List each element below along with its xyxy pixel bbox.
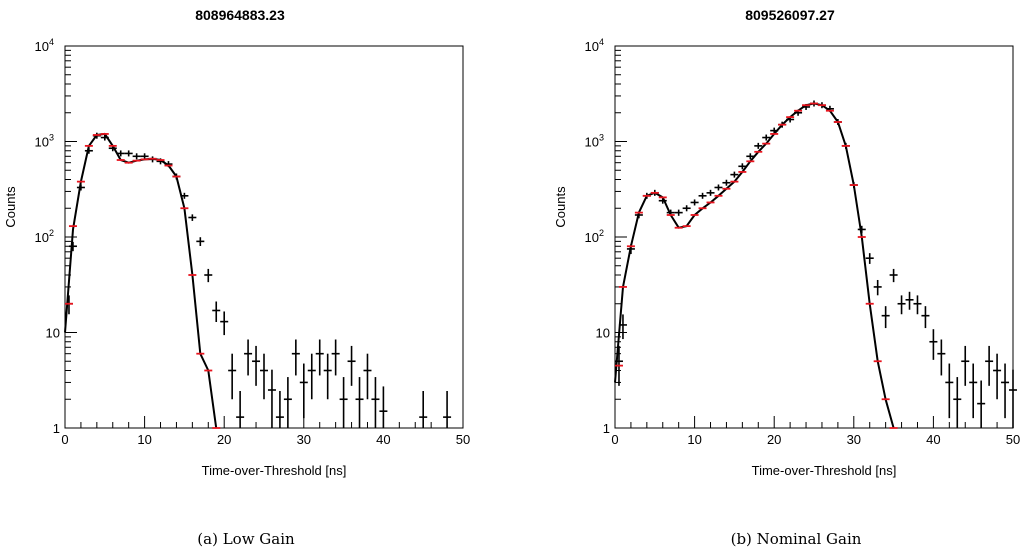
data-point [762, 134, 771, 141]
x-tick-label: 0 [611, 432, 618, 447]
x-axis-label: Time-over-Threshold [ns] [752, 463, 897, 478]
data-point [291, 339, 300, 376]
data-point [985, 345, 994, 386]
x-tick-label: 10 [137, 432, 151, 447]
data-point [260, 353, 268, 400]
data-point [419, 391, 428, 428]
data-point [977, 380, 986, 428]
chart-title: 808964883.23 [195, 7, 285, 23]
y-tick-label: 10 [46, 326, 60, 341]
data-point [188, 214, 197, 221]
y-tick-label: 103 [585, 133, 604, 150]
x-tick-label: 50 [456, 432, 470, 447]
data-point [212, 301, 221, 323]
figure-caption: (a) Low Gain [197, 530, 295, 548]
y-tick-label: 104 [585, 37, 604, 54]
data-point [921, 306, 930, 329]
y-tick-label: 102 [585, 228, 604, 245]
data-point [897, 295, 906, 315]
y-axis-label: Counts [553, 186, 568, 228]
data-point [698, 192, 707, 199]
data-point [706, 189, 715, 196]
data-point [124, 150, 133, 157]
data-point [714, 184, 723, 191]
data-point [889, 268, 898, 283]
data-point [881, 306, 890, 329]
data-point [299, 363, 308, 419]
data-point [937, 339, 946, 376]
data-point [267, 369, 276, 428]
data-point [355, 377, 364, 428]
data-point [443, 391, 452, 428]
data-point [722, 179, 731, 186]
data-point [196, 237, 205, 246]
x-tick-label: 30 [297, 432, 311, 447]
data-point [140, 153, 149, 160]
data-point [945, 363, 954, 419]
x-tick-label: 30 [847, 432, 861, 447]
x-tick-label: 40 [926, 432, 940, 447]
data-point [204, 268, 213, 283]
y-tick-label: 1 [53, 421, 60, 436]
y-tick-label: 104 [35, 37, 54, 54]
data-point [315, 339, 324, 376]
data-point [993, 353, 1002, 400]
chart-panel-2: 809526097.27 0 10 20 30 40 50 1 10 102 103 104 Time-… [553, 7, 1020, 548]
data-point [1009, 369, 1017, 428]
data-point [690, 199, 699, 206]
data-point [228, 353, 237, 400]
data-point [961, 345, 970, 386]
data-point [307, 353, 316, 400]
data-point [236, 391, 245, 428]
data-point [746, 153, 755, 160]
data-point [339, 377, 348, 428]
data-point [347, 345, 356, 386]
data-point [371, 377, 380, 428]
y-tick-label: 103 [35, 133, 54, 150]
y-tick-label: 102 [35, 228, 54, 245]
data-point [283, 377, 292, 428]
data-point [913, 295, 922, 315]
data-point [873, 279, 882, 296]
data-point [738, 163, 747, 170]
data-point [674, 209, 683, 216]
data-point [68, 241, 77, 252]
data-point [275, 391, 284, 428]
data-point [682, 205, 691, 212]
data-point [929, 329, 938, 360]
data-point [730, 171, 739, 178]
x-axis-label: Time-over-Threshold [ns] [202, 463, 347, 478]
y-tick-label: 1 [603, 421, 610, 436]
x-tick-label: 40 [376, 432, 390, 447]
y-tick-label: 10 [596, 326, 610, 341]
data-point [331, 339, 340, 376]
x-tick-label: 20 [767, 432, 781, 447]
fit-curve [64, 132, 218, 429]
y-axis-label: Counts [3, 186, 18, 228]
chart-panel-1: 808964883.23 0 10 20 30 40 50 1 10 102 103 104 Time-… [3, 7, 470, 548]
chart-title: 809526097.27 [745, 7, 835, 23]
data-point [1001, 363, 1010, 419]
data-point [905, 291, 914, 310]
data-point [754, 142, 763, 149]
x-tick-label: 10 [687, 432, 701, 447]
data-point [969, 363, 978, 419]
data-point [252, 345, 261, 386]
data-point [953, 377, 962, 428]
x-tick-label: 50 [1006, 432, 1020, 447]
data-point [865, 253, 874, 264]
x-tick-label: 0 [61, 432, 68, 447]
data-point [323, 353, 332, 400]
data-point [132, 153, 141, 160]
data-point [244, 339, 253, 376]
data-point [363, 353, 372, 400]
data-point [379, 386, 388, 428]
data-point [220, 311, 229, 336]
x-tick-label: 20 [217, 432, 231, 447]
figure-caption: (b) Nominal Gain [731, 530, 862, 548]
